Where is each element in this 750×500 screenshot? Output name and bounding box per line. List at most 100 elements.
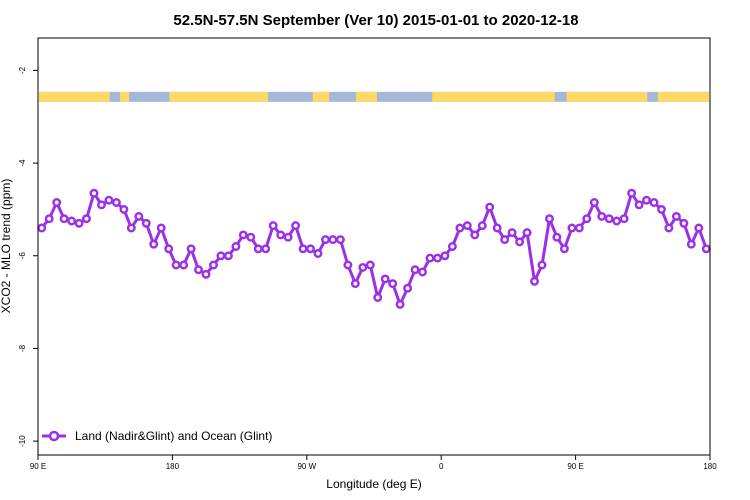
data-point [126,223,136,233]
data-point [373,293,383,302]
data-point [335,235,345,245]
data-point [74,218,84,228]
y-tick-label: -2 [18,66,27,74]
data-point [149,239,159,249]
data-point [313,249,323,258]
data-point [619,214,629,224]
data-point [642,195,651,205]
data-point [291,221,301,231]
data-point [657,204,666,214]
x-tick-label: 90 E [30,462,46,471]
data-point [597,211,607,221]
data-point [477,221,487,231]
surface-type-strip [39,91,709,102]
data-point [507,228,517,238]
data-point [268,221,278,231]
data-point [604,214,614,224]
data-point [462,221,472,231]
data-point [89,188,99,198]
data-point [418,267,427,277]
data-point [223,251,233,261]
data-point [403,283,413,293]
y-tick-label: -6 [18,252,27,260]
data-point [530,276,539,286]
data-point [52,198,62,207]
land-segment [566,91,648,102]
legend-label: Land (Nadir&Glint) and Ocean (Glint) [75,429,272,443]
data-point [156,223,166,233]
data-point [612,216,622,226]
x-axis-ticks: 90 E 180 90 W 0 90 E 180 [30,455,717,471]
y-tick-label: -4 [18,159,27,167]
data-point [209,260,218,270]
data-point [231,242,241,251]
data-point [515,237,525,247]
data-point [552,232,562,242]
data-point [380,274,390,284]
data-point [679,218,689,228]
data-point [186,244,196,254]
data-point [59,214,69,224]
land-segment [356,91,377,102]
chart-title: 52.5N-57.5N September (Ver 10) 2015-01-0… [173,12,578,29]
data-point [365,260,375,270]
data-point [664,223,674,233]
legend: Land (Nadir&Glint) and Ocean (Glint) [42,429,272,443]
data-point [44,214,54,224]
data-point [97,200,106,210]
land-segment [169,91,268,102]
data-point [216,251,226,261]
data-point [537,260,547,270]
data-point [649,198,659,207]
data-point [425,253,435,263]
series-line [40,191,708,306]
data-point [164,244,174,254]
data-point [201,269,211,279]
data-point [82,214,91,224]
data-point [283,232,293,242]
data-point [574,223,584,233]
data-point [388,279,398,289]
data-point [485,202,495,212]
data-point [500,235,510,245]
y-tick-label: -10 [18,435,27,447]
series-layer [37,188,711,309]
data-point [119,204,129,214]
data-point [298,244,308,254]
data-point [559,244,569,254]
x-tick-label: 90 E [567,462,583,471]
data-point [104,195,114,205]
data-point [447,242,457,251]
data-point [246,232,256,242]
land-segment [312,91,330,102]
data-point [321,235,330,245]
data-point [343,260,353,270]
land-segment [432,91,555,102]
data-point [522,228,532,238]
land-segment [657,91,709,102]
land-segment [120,91,130,102]
data-point [589,198,599,207]
data-point [37,223,47,233]
data-point [671,211,681,221]
data-point [179,260,189,270]
data-point [582,214,592,224]
data-point [350,279,360,289]
data-point [238,230,248,240]
x-tick-label: 180 [166,462,180,471]
data-point [567,223,577,233]
data-point [395,299,405,309]
data-point [455,223,465,233]
y-axis-ticks: -2 -4 -6 -8 -10 [18,66,38,447]
data-point [545,214,554,224]
data-point [694,223,704,233]
land-segment [39,91,110,102]
data-point [261,244,271,254]
data-point [440,251,450,261]
data-point [306,244,315,254]
data-point [686,239,696,249]
data-point [328,235,338,245]
data-point [67,216,77,226]
data-point [358,262,368,272]
